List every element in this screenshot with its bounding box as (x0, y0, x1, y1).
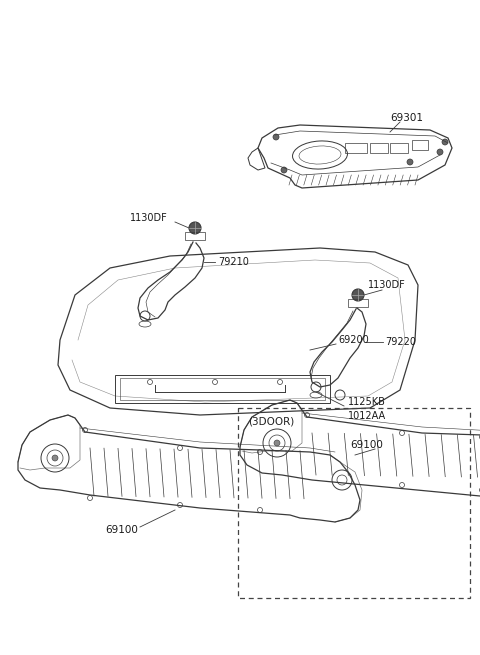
Circle shape (274, 440, 280, 446)
Text: 1012AA: 1012AA (348, 411, 386, 421)
Bar (115, 375, 330, 403)
Circle shape (407, 159, 413, 165)
Bar (390, 143, 408, 153)
Text: 69301: 69301 (390, 113, 423, 123)
Text: (3DOOR): (3DOOR) (248, 417, 294, 427)
Bar (185, 232, 205, 240)
Text: 69200: 69200 (338, 335, 369, 345)
Bar (238, 408, 470, 598)
Circle shape (189, 222, 201, 234)
Text: 1130DF: 1130DF (130, 213, 168, 223)
Bar (348, 299, 368, 307)
Text: 1125KB: 1125KB (348, 397, 386, 407)
Circle shape (281, 167, 287, 173)
Circle shape (52, 455, 58, 461)
Bar (412, 140, 428, 150)
Text: 69100: 69100 (105, 525, 138, 535)
Bar (370, 143, 388, 153)
Text: 69100: 69100 (350, 440, 383, 450)
Text: 79210: 79210 (218, 257, 249, 267)
Circle shape (437, 149, 443, 155)
Text: 1130DF: 1130DF (368, 280, 406, 290)
Circle shape (273, 134, 279, 140)
Circle shape (442, 139, 448, 145)
Bar (345, 143, 367, 153)
Circle shape (352, 289, 364, 301)
Bar (120, 378, 325, 400)
Text: 79220: 79220 (385, 337, 416, 347)
